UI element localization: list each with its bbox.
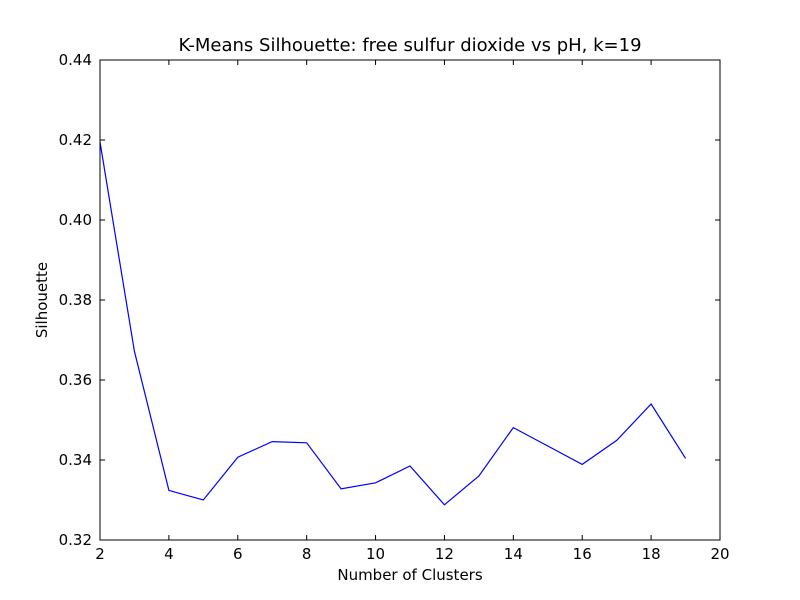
x-tick-label: 10 <box>366 545 385 563</box>
y-tick-label: 0.32 <box>59 531 92 549</box>
y-tick-label: 0.40 <box>59 211 92 229</box>
x-tick-label: 18 <box>642 545 661 563</box>
x-tick-label: 6 <box>233 545 243 563</box>
y-tick-label: 0.34 <box>59 451 92 469</box>
y-tick-label: 0.38 <box>59 291 92 309</box>
x-axis: 2 4 6 8 10 12 14 16 18 20 <box>95 60 730 563</box>
x-tick-label: 4 <box>164 545 174 563</box>
x-tick-label: 8 <box>302 545 312 563</box>
x-tick-label: 14 <box>504 545 523 563</box>
series-line <box>99 141 687 506</box>
x-axis-label: Number of Clusters <box>337 566 482 584</box>
x-tick-label: 16 <box>573 545 592 563</box>
plot-area <box>99 141 687 506</box>
y-tick-label: 0.36 <box>59 371 92 389</box>
y-axis: 0.32 0.34 0.36 0.38 0.40 0.42 0.44 <box>59 51 720 549</box>
x-tick-label: 2 <box>95 545 105 563</box>
x-tick-label: 20 <box>710 545 729 563</box>
x-tick-label: 12 <box>435 545 454 563</box>
y-tick-label: 0.44 <box>59 51 92 69</box>
y-axis-label: Silhouette <box>33 262 51 338</box>
y-tick-label: 0.42 <box>59 131 92 149</box>
chart-title: K-Means Silhouette: free sulfur dioxide … <box>178 35 641 56</box>
